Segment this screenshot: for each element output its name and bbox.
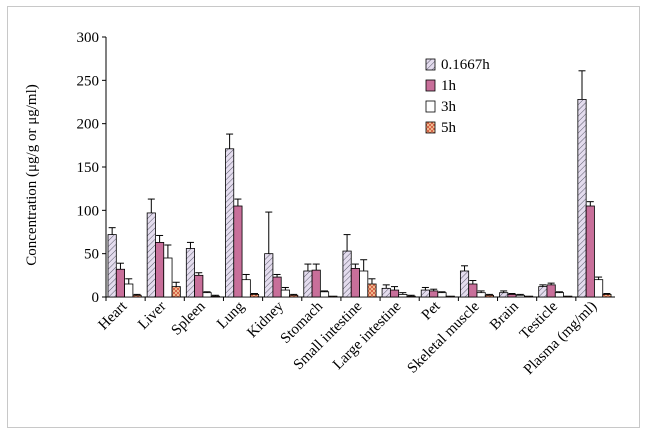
bar-spleen-0-1667h	[185, 248, 196, 298]
x-category-label: Skeletal muscle	[405, 298, 483, 376]
legend-label: 1h	[441, 78, 457, 94]
bar-small-intestine-0-1667h	[342, 250, 352, 298]
bar-liver-3h	[163, 257, 173, 298]
bar-small-intestine-1h	[350, 267, 360, 298]
bar-plasma-mg-ml--5h	[602, 293, 612, 298]
bar-stomach-0-1667h	[303, 270, 313, 298]
bar-skeletal-muscle-3h	[476, 292, 486, 298]
x-category-label: Plasma (mg/ml)	[521, 299, 600, 378]
bar-lung-3h	[241, 279, 251, 298]
legend-swatch	[425, 100, 436, 113]
y-tick-label: 50	[84, 247, 99, 263]
bar-brain-0-1667h	[499, 292, 509, 298]
bar-testicle-0-1667h	[538, 286, 548, 298]
bar-large-intestine-5h	[406, 295, 416, 298]
bar-kidney-0-1667h	[264, 253, 274, 298]
legend-swatch	[425, 121, 436, 134]
legend-swatch	[425, 79, 436, 92]
bar-plasma-mg-ml--0-1667h	[577, 99, 587, 298]
bar-kidney-5h	[289, 294, 299, 298]
bar-heart-0-1667h	[107, 234, 117, 298]
y-tick-label: 250	[77, 73, 100, 89]
legend-label: 5h	[441, 120, 457, 136]
bar-kidney-1h	[272, 276, 282, 298]
x-category-label: Large intestine	[330, 298, 405, 373]
bar-lung-5h	[249, 293, 260, 298]
bar-lung-1h	[233, 205, 243, 298]
bar-liver-0-1667h	[146, 212, 156, 298]
bar-liver-1h	[155, 241, 165, 298]
bar-pet-0-1667h	[420, 289, 430, 298]
x-category-label: Pet	[419, 298, 444, 323]
bar-heart-1h	[115, 268, 126, 298]
bar-stomach-5h	[328, 295, 338, 298]
bar-plasma-mg-ml--1h	[585, 205, 595, 298]
bar-brain-3h	[515, 294, 525, 298]
bar-heart-3h	[124, 283, 134, 298]
y-tick-label: 100	[77, 203, 100, 219]
bar-small-intestine-3h	[359, 270, 369, 298]
y-tick-label: 150	[77, 160, 100, 176]
y-tick-label: 0	[92, 290, 100, 306]
bar-stomach-3h	[319, 291, 330, 298]
y-axis-label: Concentration (μg/g or μg/ml)	[24, 84, 40, 265]
bar-small-intestine-5h	[367, 283, 377, 298]
bar-brain-1h	[507, 293, 517, 298]
bar-large-intestine-1h	[389, 289, 400, 298]
bar-heart-5h	[132, 294, 142, 298]
bar-plasma-mg-ml--3h	[594, 279, 604, 298]
bar-large-intestine-3h	[398, 293, 408, 298]
bar-lung-0-1667h	[225, 148, 235, 298]
bar-liver-5h	[171, 286, 181, 298]
x-category-label: Heart	[95, 298, 130, 333]
x-category-label: Small intestine	[291, 298, 366, 373]
legend-label: 0.1667h	[441, 57, 490, 73]
x-category-label: Liver	[135, 299, 169, 333]
x-category-label: Lung	[214, 298, 248, 332]
x-category-label: Brain	[487, 298, 522, 333]
bar-kidney-3h	[280, 289, 290, 298]
legend-label: 3h	[441, 99, 457, 115]
y-tick-label: 200	[77, 117, 100, 133]
bar-spleen-1h	[194, 274, 204, 298]
bar-testicle-5h	[563, 295, 573, 298]
bar-testicle-1h	[546, 284, 556, 298]
x-category-label: Spleen	[168, 298, 209, 339]
legend-swatch	[425, 58, 436, 71]
bar-skeletal-muscle-1h	[468, 283, 478, 298]
bar-skeletal-muscle-0-1667h	[459, 270, 470, 298]
bar-testicle-3h	[554, 292, 564, 298]
bar-pet-1h	[429, 290, 439, 298]
bar-spleen-5h	[210, 295, 220, 298]
bar-large-intestine-0-1667h	[381, 287, 391, 298]
chart-frame: 0 50 100 150 200 250 300 Heart Liver Spleen Lung Ki…	[7, 6, 640, 428]
bar-pet-5h	[445, 295, 455, 298]
bar-spleen-3h	[202, 292, 212, 298]
bar-skeletal-muscle-5h	[484, 294, 494, 298]
y-tick-label: 300	[77, 30, 100, 46]
bar-pet-3h	[437, 292, 447, 298]
bar-stomach-1h	[311, 269, 321, 298]
bar-brain-5h	[524, 295, 534, 298]
